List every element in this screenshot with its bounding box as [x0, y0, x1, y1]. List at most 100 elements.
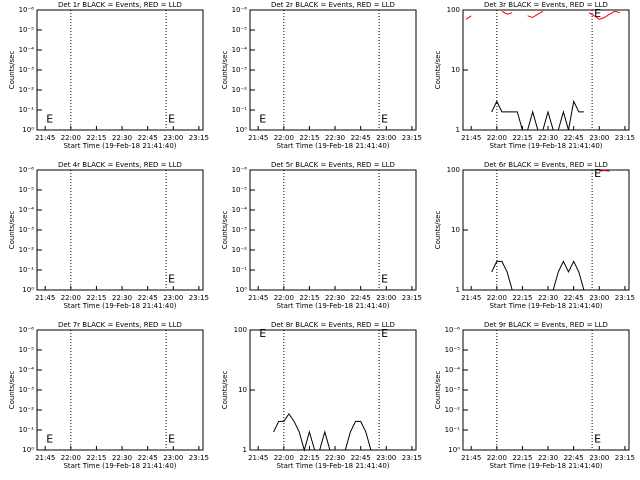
y-tick-label: 1 [456, 126, 460, 134]
y-axis-label: Counts/sec [434, 371, 442, 410]
y-tick-label: 10⁰ [22, 446, 34, 454]
x-axis-label: Start Time (19-Feb-18 21:41:40) [276, 302, 389, 310]
y-tick-label: 10⁻³ [232, 226, 248, 234]
y-axis-label: Counts/sec [8, 211, 16, 250]
annotation: E [594, 7, 601, 20]
x-tick-label: 23:00 [376, 134, 396, 142]
y-axis-label: Counts/sec [8, 371, 16, 410]
y-axis-label: Counts/sec [434, 211, 442, 250]
x-tick-label: 22:15 [512, 134, 532, 142]
x-tick-label: 23:00 [163, 294, 183, 302]
x-tick-label: 23:00 [376, 294, 396, 302]
y-tick-label: 10⁻² [232, 246, 248, 254]
y-tick-label: 10⁰ [235, 286, 247, 294]
x-tick-label: 23:00 [589, 134, 609, 142]
annotation: E [168, 273, 175, 286]
y-tick-label: 10 [451, 66, 460, 74]
chart-title: Det 1r BLACK = Events, RED = LLD [58, 1, 182, 9]
x-tick-label: 22:00 [61, 134, 81, 142]
annotation: E [259, 113, 266, 126]
y-tick-label: 10 [238, 386, 247, 394]
y-tick-label: 10⁰ [22, 286, 34, 294]
x-tick-label: 23:15 [402, 134, 422, 142]
y-tick-label: 10⁻⁵ [232, 186, 248, 194]
y-tick-label: 10⁰ [448, 446, 460, 454]
plot-frame [36, 9, 204, 131]
annotation: E [594, 167, 601, 180]
x-tick-label: 22:45 [351, 454, 371, 462]
annotation: E [381, 327, 388, 340]
annotation: E [46, 433, 53, 446]
annotation: E [259, 327, 266, 340]
y-tick-label: 10⁻⁶ [19, 166, 35, 174]
series-line [599, 169, 610, 172]
series-line [491, 99, 584, 131]
y-tick-label: 1 [243, 446, 247, 454]
x-tick-label: 23:15 [402, 454, 422, 462]
x-tick-label: 22:00 [487, 454, 507, 462]
y-tick-label: 100 [447, 166, 460, 174]
y-tick-label: 10⁻⁵ [19, 186, 35, 194]
annotation: E [168, 113, 175, 126]
y-axis-label: Counts/sec [221, 211, 229, 250]
y-tick-label: 10⁻² [232, 86, 248, 94]
y-tick-label: 10⁻⁶ [232, 166, 248, 174]
chart-title: Det 6r BLACK = Events, RED = LLD [484, 161, 608, 169]
y-tick-label: 10⁻¹ [232, 266, 248, 274]
x-tick-label: 22:30 [538, 134, 558, 142]
chart-title: Det 9r BLACK = Events, RED = LLD [484, 321, 608, 329]
x-tick-label: 22:45 [564, 294, 584, 302]
x-tick-label: 21:45 [35, 294, 55, 302]
series-line [491, 260, 585, 291]
x-tick-label: 22:30 [112, 294, 132, 302]
y-axis-label: Counts/sec [434, 51, 442, 90]
y-tick-label: 10⁻⁴ [445, 366, 461, 374]
x-tick-label: 22:00 [61, 294, 81, 302]
y-tick-label: 10 [451, 226, 460, 234]
y-axis-label: Counts/sec [8, 51, 16, 90]
annotation: E [381, 273, 388, 286]
x-tick-label: 22:30 [325, 294, 345, 302]
y-tick-label: 10⁻² [19, 246, 35, 254]
y-tick-label: 10⁻⁴ [19, 206, 35, 214]
x-tick-label: 22:15 [299, 454, 319, 462]
x-tick-label: 22:00 [61, 454, 81, 462]
y-tick-label: 10⁻⁴ [232, 206, 248, 214]
plot-frame [36, 329, 204, 451]
y-tick-label: 10⁻² [19, 406, 35, 414]
x-tick-label: 22:00 [274, 454, 294, 462]
x-tick-label: 21:45 [461, 134, 481, 142]
x-tick-label: 22:15 [299, 134, 319, 142]
x-tick-label: 22:45 [564, 134, 584, 142]
y-tick-label: 10⁻³ [19, 226, 35, 234]
y-axis-label: Counts/sec [221, 51, 229, 90]
panel: Det 7r BLACK = Events, RED = LLD 21:45 22:… [8, 321, 209, 470]
y-tick-label: 10⁻⁴ [232, 46, 248, 54]
x-axis-label: Start Time (19-Feb-18 21:41:40) [276, 462, 389, 470]
x-tick-label: 21:45 [35, 134, 55, 142]
y-tick-label: 10⁻¹ [232, 106, 248, 114]
panel: Det 1r BLACK = Events, RED = LLD 21:45 22:… [8, 1, 209, 150]
y-tick-label: 10⁻⁶ [232, 6, 248, 14]
chart-title: Det 7r BLACK = Events, RED = LLD [58, 321, 182, 329]
y-tick-label: 10⁻⁵ [445, 346, 461, 354]
x-axis-label: Start Time (19-Feb-18 21:41:40) [276, 142, 389, 150]
annotation: E [46, 113, 53, 126]
y-tick-label: 10⁻⁴ [19, 366, 35, 374]
x-tick-label: 22:30 [538, 294, 558, 302]
y-tick-label: 10⁻¹ [19, 426, 35, 434]
annotation: E [168, 433, 175, 446]
x-tick-label: 23:15 [402, 294, 422, 302]
x-axis-label: Start Time (19-Feb-18 21:41:40) [489, 142, 602, 150]
x-tick-label: 22:30 [325, 454, 345, 462]
y-tick-label: 10⁰ [22, 126, 34, 134]
x-tick-label: 23:15 [615, 454, 635, 462]
panel: Det 5r BLACK = Events, RED = LLD 21:45 22:… [221, 161, 422, 310]
chart-title: Det 2r BLACK = Events, RED = LLD [271, 1, 395, 9]
y-tick-label: 10⁻² [19, 86, 35, 94]
plot-frame [249, 9, 417, 131]
x-tick-label: 22:30 [112, 134, 132, 142]
panel: Det 8r BLACK = Events, RED = LLD 21:45 22:… [221, 321, 422, 470]
y-tick-label: 10⁻⁴ [19, 46, 35, 54]
y-tick-label: 10⁻¹ [445, 426, 461, 434]
